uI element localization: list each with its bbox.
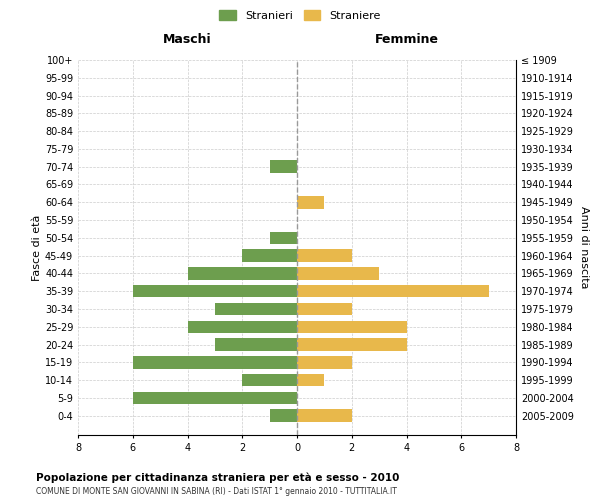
- Bar: [215, 338, 297, 351]
- Y-axis label: Fasce di età: Fasce di età: [32, 214, 42, 280]
- Bar: [215, 303, 297, 315]
- Bar: [133, 285, 297, 298]
- Bar: [269, 410, 297, 422]
- Bar: [133, 356, 297, 368]
- Bar: [297, 250, 352, 262]
- Bar: [133, 392, 297, 404]
- Bar: [269, 160, 297, 173]
- Bar: [187, 320, 297, 333]
- Bar: [242, 374, 297, 386]
- Bar: [187, 267, 297, 280]
- Text: Maschi: Maschi: [163, 33, 212, 46]
- Bar: [242, 250, 297, 262]
- Bar: [297, 374, 325, 386]
- Bar: [297, 356, 352, 368]
- Legend: Stranieri, Straniere: Stranieri, Straniere: [215, 6, 385, 25]
- Bar: [269, 232, 297, 244]
- Bar: [297, 267, 379, 280]
- Bar: [297, 196, 325, 208]
- Bar: [297, 320, 407, 333]
- Text: Femmine: Femmine: [374, 33, 439, 46]
- Y-axis label: Anni di nascita: Anni di nascita: [579, 206, 589, 289]
- Bar: [297, 410, 352, 422]
- Bar: [297, 338, 407, 351]
- Text: COMUNE DI MONTE SAN GIOVANNI IN SABINA (RI) - Dati ISTAT 1° gennaio 2010 - TUTTI: COMUNE DI MONTE SAN GIOVANNI IN SABINA (…: [36, 488, 397, 496]
- Bar: [297, 303, 352, 315]
- Text: Popolazione per cittadinanza straniera per età e sesso - 2010: Popolazione per cittadinanza straniera p…: [36, 472, 400, 483]
- Bar: [297, 285, 488, 298]
